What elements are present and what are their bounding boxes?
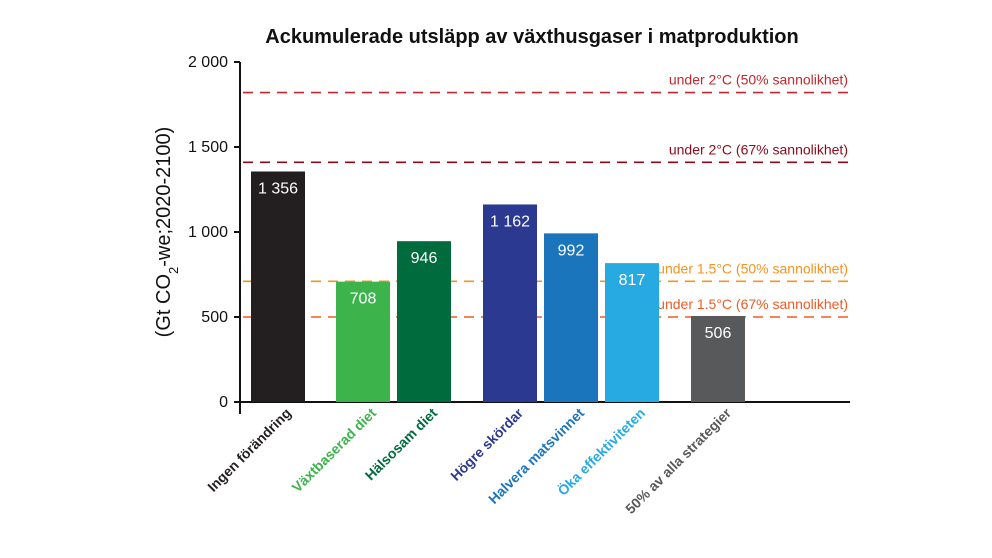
bar <box>483 204 537 402</box>
y-tick-label: 0 <box>219 394 228 411</box>
threshold-label: under 2°C (50% sannolikhet) <box>669 72 848 88</box>
bars: 1 356 708 946 1 162 992 817 506 <box>251 171 745 402</box>
y-tick-label: 2 000 <box>188 54 228 71</box>
chart-title: Ackumulerade utsläpp av växthusgaser i m… <box>265 26 798 48</box>
bar <box>691 315 745 402</box>
bar-value-label: 708 <box>350 291 377 308</box>
threshold-label: under 1.5°C (50% sannolikhet) <box>657 260 848 276</box>
y-axis-label-rest: -we;2020-2100) <box>153 127 175 267</box>
bar <box>251 171 305 402</box>
bar-value-label: 946 <box>411 250 438 267</box>
bar-value-label: 506 <box>705 325 732 342</box>
y-tick-label: 1 000 <box>188 224 228 241</box>
threshold-lines: under 2°C (50% sannolikhet) under 2°C (67… <box>243 72 850 318</box>
svg-text:(Gt CO2-we;2020-2100): (Gt CO2-we;2020-2100) <box>153 127 181 338</box>
y-axis-label-sub: 2 <box>166 267 181 274</box>
threshold-label: under 1.5°C (67% sannolikhet) <box>657 296 848 312</box>
y-tick-label: 1 500 <box>188 139 228 156</box>
category-label: Ingen förändring <box>204 405 294 495</box>
bar-value-label: 1 356 <box>258 180 298 197</box>
bar-value-label: 817 <box>619 272 646 289</box>
bar-value-label: 1 162 <box>490 213 530 230</box>
y-tick-label: 500 <box>201 309 228 326</box>
bar-value-label: 992 <box>558 242 585 259</box>
bar <box>605 263 659 402</box>
threshold-label: under 2°C (67% sannolikhet) <box>669 141 848 157</box>
bar <box>544 233 598 402</box>
bar <box>336 281 390 402</box>
category-label: Växtbaserad diet <box>289 405 380 496</box>
y-axis-label: (Gt CO2-we;2020-2100) <box>153 127 181 338</box>
y-axis-label-main: (Gt CO <box>153 274 175 337</box>
bar <box>397 241 451 402</box>
